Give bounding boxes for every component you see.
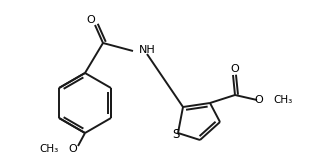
Text: CH₃: CH₃ (40, 144, 59, 154)
Text: S: S (172, 129, 180, 141)
Text: NH: NH (139, 45, 156, 55)
Text: O: O (255, 95, 263, 105)
Text: O: O (69, 144, 77, 154)
Text: O: O (87, 15, 95, 25)
Text: CH₃: CH₃ (273, 95, 292, 105)
Text: O: O (231, 64, 240, 74)
